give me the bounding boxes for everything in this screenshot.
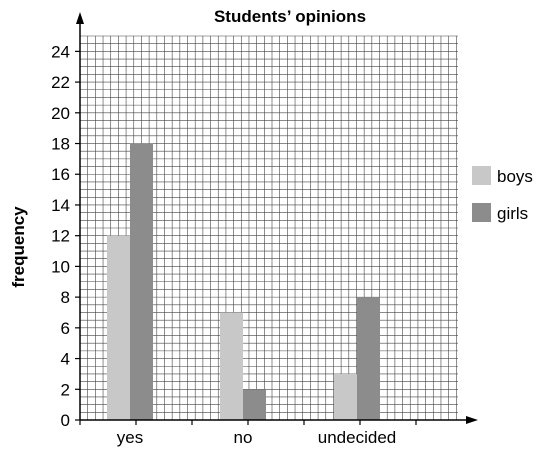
- x-axis-arrow: [466, 416, 478, 424]
- chart-title: Students’ opinions: [214, 7, 366, 26]
- y-tick-label: 4: [61, 350, 70, 369]
- bar-girls-yes: [130, 144, 153, 420]
- x-tick-label-no: no: [234, 428, 253, 447]
- y-tick-label: 10: [51, 257, 70, 276]
- y-tick-label: 6: [61, 319, 70, 338]
- bar-boys-yes: [107, 236, 130, 420]
- legend-swatch-girls: [472, 203, 491, 222]
- y-tick-label: 18: [51, 135, 70, 154]
- x-tick-label-undecided: undecided: [318, 428, 396, 447]
- y-axis-label: frequency: [9, 206, 28, 288]
- bar-boys-no: [220, 312, 243, 420]
- y-tick-label: 0: [61, 411, 70, 430]
- y-tick-label: 16: [51, 165, 70, 184]
- y-tick-label: 20: [51, 104, 70, 123]
- bar-girls-no: [243, 389, 266, 420]
- bar-girls-undecided: [357, 297, 380, 420]
- legend-label-boys: boys: [497, 167, 533, 186]
- y-tick-label: 14: [51, 196, 70, 215]
- legend: boys girls: [472, 166, 533, 223]
- y-tick-label: 24: [51, 42, 70, 61]
- legend-swatch-boys: [472, 166, 491, 185]
- y-axis-arrow: [76, 12, 84, 24]
- y-tick-label: 8: [61, 288, 70, 307]
- y-tick-label: 12: [51, 227, 70, 246]
- y-tick-label: 2: [61, 380, 70, 399]
- y-tick-label: 22: [51, 73, 70, 92]
- legend-label-girls: girls: [497, 204, 528, 223]
- x-tick-label-yes: yes: [117, 428, 143, 447]
- bar-boys-undecided: [334, 374, 357, 420]
